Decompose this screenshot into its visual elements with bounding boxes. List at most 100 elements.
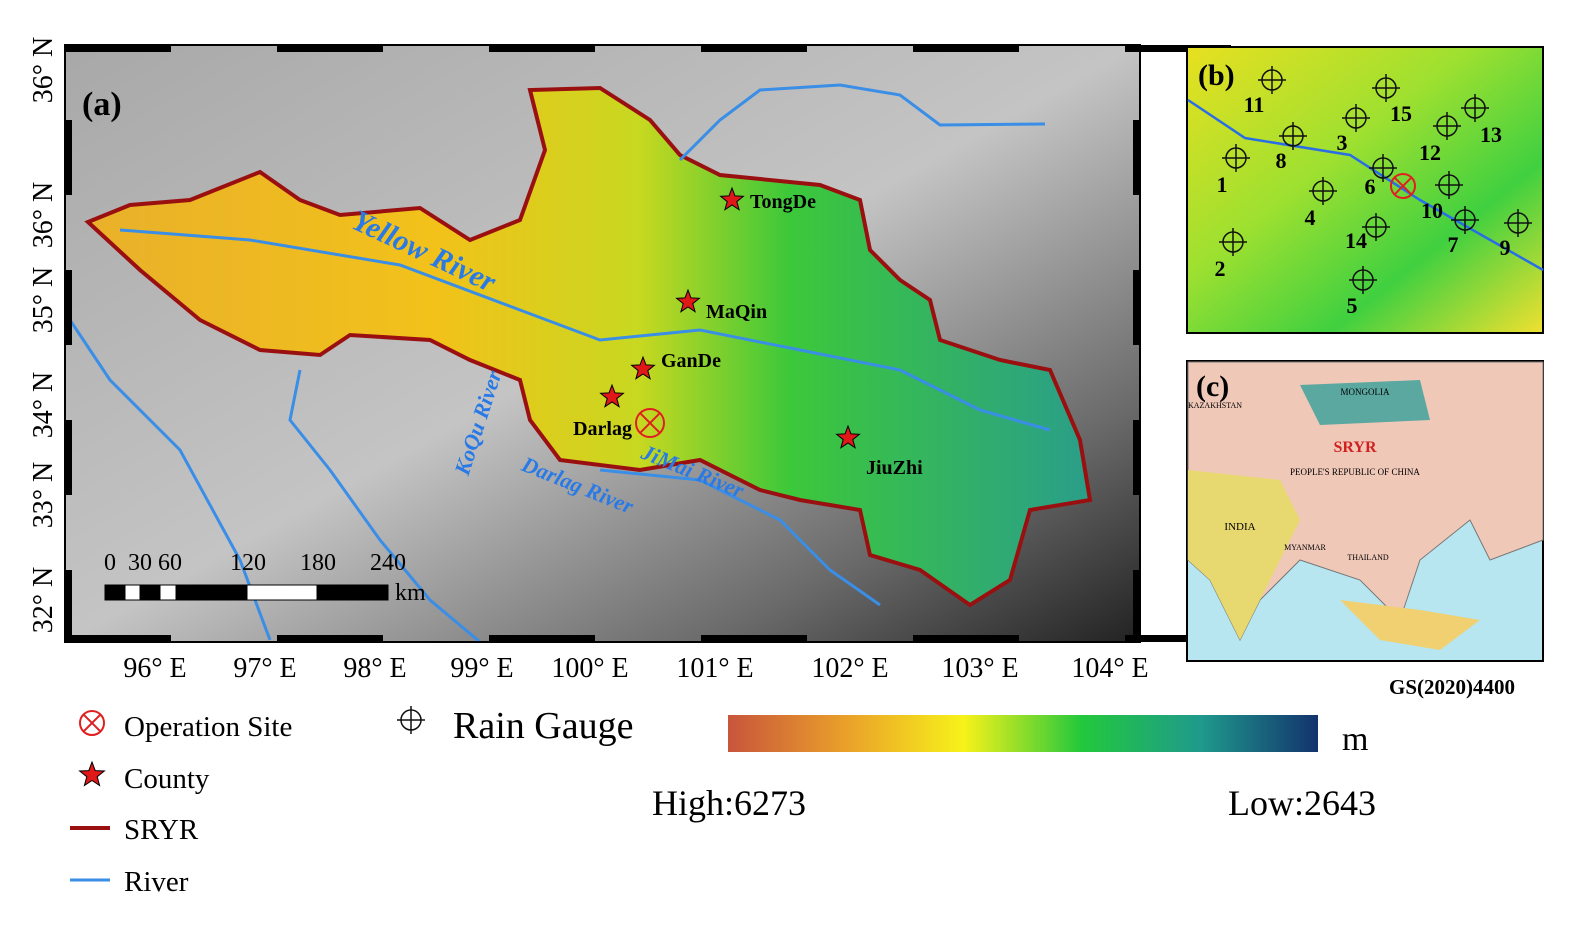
- longitude-label: 102° E: [811, 653, 888, 684]
- colorbar-unit: m: [1342, 721, 1368, 758]
- river-line: [599, 468, 881, 607]
- gauge-label: 14: [1345, 228, 1367, 253]
- rain-gauge-icon: [1279, 122, 1307, 150]
- operation-site-icon: [82, 713, 102, 733]
- gauge-label: 7: [1448, 232, 1459, 257]
- rain-gauge-icon: [1435, 171, 1463, 199]
- legend-label: Operation Site: [124, 711, 292, 743]
- frame-tick: [277, 45, 383, 52]
- frame-tick: [913, 45, 1019, 52]
- gauge-label: 1: [1217, 172, 1228, 197]
- operation-site-icon: [1390, 173, 1416, 199]
- latitude-label: 32° N: [28, 567, 59, 633]
- frame-tick: [65, 635, 171, 642]
- place-label: INDIA: [1224, 521, 1255, 533]
- rain-gauge-icon: [1372, 74, 1400, 102]
- longitude-label: 96° E: [123, 653, 186, 684]
- rain-gauge-icon: [1222, 144, 1250, 172]
- rain-gauge-icon: [1461, 94, 1489, 122]
- frame-tick: [277, 635, 383, 642]
- rivers: [68, 83, 1051, 644]
- county-star: [835, 424, 861, 449]
- legend-county-icon: [78, 760, 106, 787]
- latitude-label: 36° N: [28, 37, 59, 103]
- colorbar-low: Low:2643: [1228, 783, 1376, 823]
- rain-gauge-icon: [1258, 66, 1286, 94]
- frame-tick: [1125, 635, 1231, 642]
- scale-bar-segment: [246, 584, 318, 601]
- rain-gauge-icon: [1349, 266, 1377, 294]
- scale-bar-unit: km: [395, 580, 426, 606]
- panel-label: (a): [82, 86, 122, 123]
- frame-tick: [65, 570, 72, 642]
- scale-bar-segment: [124, 584, 141, 601]
- colorbar-high: High:6273: [652, 783, 806, 823]
- panel-label: (b): [1198, 59, 1235, 92]
- place-label: PEOPLE'S REPUBLIC OF CHINA: [1290, 467, 1420, 477]
- place-label: KAZAKHSTAN: [1188, 401, 1242, 410]
- gauge-label: 6: [1365, 174, 1376, 199]
- frame-tick: [65, 45, 171, 52]
- river-line: [1187, 98, 1544, 272]
- land: [1300, 380, 1430, 425]
- legend-label: River: [124, 866, 189, 898]
- frame-tick: [65, 270, 72, 345]
- gauge-label: 15: [1390, 101, 1412, 126]
- rain-gauge-icon: [1362, 213, 1390, 241]
- gauge-label: 10: [1421, 198, 1443, 223]
- operation-site-icon: [635, 408, 665, 438]
- legend-label: SRYR: [124, 814, 199, 846]
- frame-tick: [489, 635, 595, 642]
- legend-label: Rain Gauge: [453, 705, 633, 747]
- gauge-label: 5: [1347, 293, 1358, 318]
- frame-tick: [1125, 45, 1231, 52]
- latitude-label: 34° N: [28, 372, 59, 438]
- scale-bar-segment: [316, 584, 389, 601]
- longitude-label: 101° E: [676, 653, 753, 684]
- frame-tick: [913, 635, 1019, 642]
- approval-code: GS(2020)4400: [1389, 675, 1515, 699]
- scale-bar-label: 180: [300, 550, 336, 576]
- latitude-label: 36° N: [28, 182, 59, 248]
- frame-tick: [1133, 120, 1140, 195]
- longitude-label: 103° E: [941, 653, 1018, 684]
- place-label: SRYR: [1334, 439, 1377, 456]
- gauge-label: 13: [1480, 122, 1502, 147]
- county-label: TongDe: [750, 191, 816, 213]
- panel-label: (c): [1196, 370, 1229, 403]
- land: [1188, 470, 1300, 640]
- county-star: [630, 355, 656, 380]
- latitude-label: 33° N: [28, 462, 59, 528]
- gauge-label: 11: [1244, 92, 1265, 117]
- rain-gauge-icon: [1219, 228, 1247, 256]
- longitude-label: 100° E: [551, 653, 628, 684]
- river-line: [288, 369, 481, 644]
- county-star: [719, 186, 745, 211]
- frame-ticks: [65, 45, 1231, 642]
- rain-gauge-icon: [1433, 112, 1461, 140]
- river-line: [678, 83, 1046, 162]
- frame-tick: [65, 420, 72, 495]
- rain-gauge-icon: [1504, 209, 1532, 237]
- gauge-label: 8: [1276, 148, 1287, 173]
- county-label: GanDe: [661, 350, 721, 372]
- frame-tick: [1133, 270, 1140, 345]
- scale-bar-label: 240: [370, 550, 406, 576]
- place-label: MYANMAR: [1284, 543, 1326, 552]
- place-label: MONGOLIA: [1341, 387, 1390, 397]
- operation-site-icon: [639, 412, 661, 434]
- latitude-label: 35° N: [28, 267, 59, 333]
- gauge-label: 4: [1305, 205, 1316, 230]
- inset-gauges: [1186, 46, 1544, 334]
- rain-gauge-icon: [1309, 177, 1337, 205]
- scale-bar-label: 60: [158, 550, 182, 576]
- rain-gauge-icon: [1369, 154, 1397, 182]
- rain-gauge-icon: [1342, 104, 1370, 132]
- sryr-basin: [84, 85, 1093, 608]
- place-label: THAILAND: [1347, 553, 1389, 562]
- gauge-label: 2: [1215, 256, 1226, 281]
- scale-bar-segment: [175, 584, 248, 601]
- county-star: [599, 383, 625, 408]
- frame-tick: [65, 120, 72, 195]
